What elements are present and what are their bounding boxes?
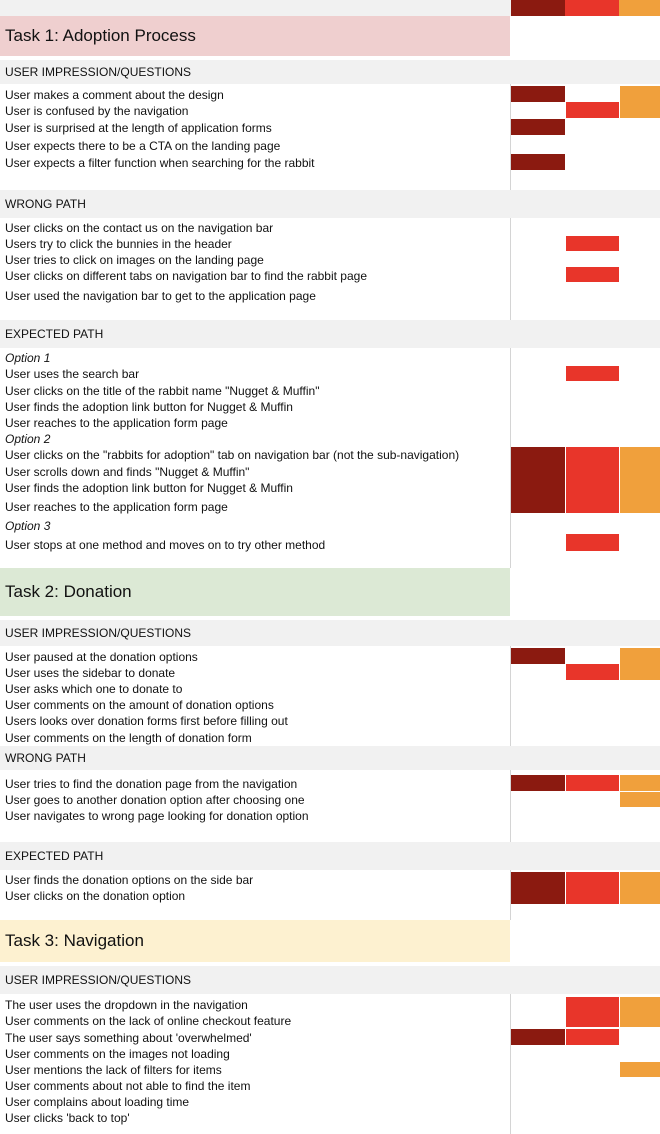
- finding-line: User used the navigation bar to get to t…: [5, 289, 316, 303]
- finding-line: User comments on the lack of online chec…: [5, 1014, 292, 1028]
- rating-cell-red: [566, 102, 619, 118]
- finding-line: Users try to click the bunnies in the he…: [5, 237, 232, 251]
- rating-cell-orange: [620, 1062, 660, 1077]
- finding-line: User goes to another donation option aft…: [5, 793, 305, 807]
- rating-cell-orange: [620, 872, 660, 904]
- rating-cell-orange: [620, 775, 660, 791]
- finding-line: User tries to click on images on the lan…: [5, 253, 264, 267]
- finding-line: User finds the donation options on the s…: [5, 873, 254, 887]
- option-label: Option 1: [5, 351, 51, 365]
- finding-line: User comments about not able to find the…: [5, 1079, 251, 1093]
- top-strip: [0, 0, 660, 16]
- finding-line: User asks which one to donate to: [5, 682, 183, 696]
- column-divider: [510, 646, 511, 746]
- finding-line: User clicks on different tabs on navigat…: [5, 269, 367, 283]
- task-3-title: Task 3: Navigation: [0, 920, 510, 962]
- rating-cell-red: [566, 997, 619, 1027]
- task-3-impressions-heading: USER IMPRESSION/QUESTIONS: [0, 966, 660, 994]
- rating-cell-orange: [620, 664, 660, 680]
- finding-line: User finds the adoption link button for …: [5, 400, 293, 414]
- task-2-expected-path-heading: EXPECTED PATH: [0, 842, 660, 870]
- rating-cell-red: [566, 1029, 619, 1045]
- rating-cell-dark-red: [511, 1029, 565, 1045]
- finding-line: User uses the sidebar to donate: [5, 666, 176, 680]
- finding-line: User complains about loading time: [5, 1095, 190, 1109]
- finding-line: User is confused by the navigation: [5, 104, 189, 118]
- rating-cell-orange: [620, 102, 660, 118]
- finding-line: User scrolls down and finds "Nugget & Mu…: [5, 465, 250, 479]
- finding-line: User finds the adoption link button for …: [5, 481, 293, 495]
- rating-cell-orange: [620, 997, 660, 1027]
- header-cell-dark-red: [511, 0, 565, 16]
- rating-cell-red: [566, 775, 619, 791]
- finding-line: User reaches to the application form pag…: [5, 416, 228, 430]
- header-cell-orange: [619, 0, 660, 16]
- rating-cell-dark-red: [511, 775, 565, 791]
- finding-line: User is surprised at the length of appli…: [5, 121, 272, 135]
- finding-line: The user uses the dropdown in the naviga…: [5, 998, 248, 1012]
- rating-cell-red: [566, 447, 619, 513]
- finding-line: The user says something about 'overwhelm…: [5, 1031, 252, 1045]
- task-2-impressions-heading: USER IMPRESSION/QUESTIONS: [0, 620, 660, 646]
- finding-line: User expects there to be a CTA on the la…: [5, 139, 281, 153]
- task-1-expected-path-heading: EXPECTED PATH: [0, 320, 660, 348]
- finding-line: Users looks over donation forms first be…: [5, 714, 288, 728]
- option-label: Option 2: [5, 432, 51, 446]
- rating-cell-red: [566, 236, 619, 251]
- finding-line: User clicks on the title of the rabbit n…: [5, 384, 320, 398]
- finding-line: User comments on the amount of donation …: [5, 698, 274, 712]
- rating-cell-orange: [620, 648, 660, 664]
- header-cell-red: [565, 0, 619, 16]
- finding-line: User stops at one method and moves on to…: [5, 538, 326, 552]
- finding-line: User clicks on the contact us on the nav…: [5, 221, 274, 235]
- rating-cell-dark-red: [511, 648, 565, 664]
- finding-line: User clicks 'back to top': [5, 1111, 130, 1125]
- finding-line: User expects a filter function when sear…: [5, 156, 315, 170]
- finding-line: User clicks on the "rabbits for adoption…: [5, 448, 460, 462]
- task-2-title: Task 2: Donation: [0, 568, 510, 616]
- rating-cell-orange: [620, 86, 660, 102]
- column-divider: [510, 994, 511, 1134]
- finding-line: User comments on the images not loading: [5, 1047, 230, 1061]
- finding-line: User makes a comment about the design: [5, 88, 224, 102]
- option-label: Option 3: [5, 519, 51, 533]
- rating-cell-orange: [620, 447, 660, 513]
- finding-line: User mentions the lack of filters for it…: [5, 1063, 222, 1077]
- rating-cell-red: [566, 267, 619, 282]
- rating-cell-red: [566, 872, 619, 904]
- task-1-impressions-heading: USER IMPRESSION/QUESTIONS: [0, 60, 660, 84]
- task-1-wrong-path-heading: WRONG PATH: [0, 190, 660, 218]
- rating-cell-dark-red: [511, 86, 565, 102]
- rating-cell-red: [566, 366, 619, 381]
- rating-cell-dark-red: [511, 119, 565, 135]
- finding-line: User paused at the donation options: [5, 650, 198, 664]
- rating-cell-dark-red: [511, 447, 565, 513]
- task-1-title: Task 1: Adoption Process: [0, 16, 510, 56]
- task-2-wrong-path-heading: WRONG PATH: [0, 746, 660, 770]
- rating-cell-dark-red: [511, 872, 565, 904]
- finding-line: User navigates to wrong page looking for…: [5, 809, 309, 823]
- rating-cell-dark-red: [511, 154, 565, 170]
- finding-line: User tries to find the donation page fro…: [5, 777, 298, 791]
- rating-cell-red: [566, 534, 619, 551]
- rating-cell-orange: [620, 792, 660, 807]
- finding-line: User uses the search bar: [5, 367, 140, 381]
- finding-line: User reaches to the application form pag…: [5, 500, 228, 514]
- column-divider: [510, 870, 511, 920]
- column-divider: [510, 348, 511, 568]
- column-divider: [510, 84, 511, 190]
- finding-line: User clicks on the donation option: [5, 889, 186, 903]
- finding-line: User comments on the length of donation …: [5, 731, 252, 745]
- column-divider: [510, 770, 511, 842]
- column-divider: [510, 218, 511, 320]
- rating-cell-red: [566, 664, 619, 680]
